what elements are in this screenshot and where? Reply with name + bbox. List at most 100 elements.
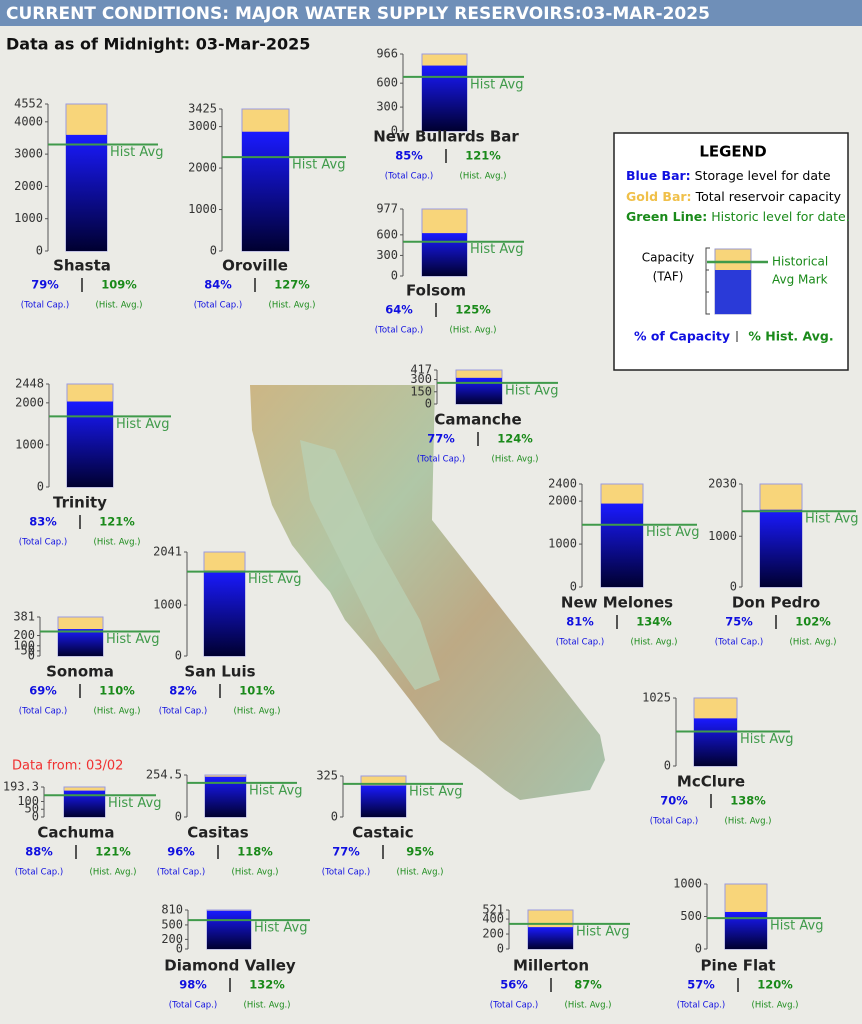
header-bar: [0, 0, 862, 26]
y-tick-label: 0: [32, 810, 39, 824]
capacity-caption: (Total Cap.): [417, 455, 465, 465]
y-tick-label: 300: [376, 100, 398, 114]
legend-mark-label: Historical: [772, 255, 828, 269]
hist-avg-label: Hist Avg: [116, 417, 169, 432]
percent-hist-avg: 132%: [249, 978, 285, 992]
percent-capacity: 84%: [204, 278, 232, 292]
hist-caption: (Hist. Avg.): [450, 326, 497, 336]
legend: LEGEND Blue Bar: Storage level for date G…: [613, 132, 850, 371]
storage-bar: [422, 65, 467, 131]
y-tick-label: 3000: [14, 147, 43, 161]
reservoir-chart: 0 1000 2000 2400 Hist Avg New Melones 81% 134% (…: [548, 477, 699, 648]
percent-capacity: 69%: [29, 684, 57, 698]
capacity-caption: (Total Cap.): [677, 1001, 725, 1011]
percent-hist-avg: 95%: [406, 845, 434, 859]
y-tick-label: 0: [37, 480, 44, 494]
y-tick-label: 300: [410, 372, 432, 386]
header-title: CURRENT CONDITIONS: MAJOR WATER SUPPLY R…: [6, 4, 710, 24]
y-tick-label: 200: [161, 932, 183, 946]
y-tick-label: 1025: [642, 691, 671, 705]
hist-avg-label: Hist Avg: [805, 512, 858, 527]
y-tick-label: 0: [664, 759, 671, 773]
storage-bar: [760, 509, 802, 587]
storage-bar: [66, 134, 107, 251]
storage-bar: [242, 131, 289, 251]
percent-capacity: 83%: [29, 515, 57, 529]
y-tick-label: 417: [410, 363, 432, 377]
percent-capacity: 79%: [31, 278, 59, 292]
percent-capacity: 85%: [395, 149, 423, 163]
y-tick-label: 325: [316, 769, 338, 783]
hist-caption: (Hist. Avg.): [94, 538, 141, 548]
y-tick-label: 2448: [15, 377, 44, 391]
y-tick-label: 150: [410, 384, 432, 398]
y-tick-label: 0: [391, 269, 398, 283]
percent-hist-avg: 134%: [636, 615, 672, 629]
header-subtitle: Data as of Midnight: 03-Mar-2025: [6, 35, 310, 54]
y-tick-label: 0: [175, 810, 182, 824]
storage-bar: [456, 377, 502, 404]
reservoir-name: Cachuma: [37, 824, 114, 842]
y-tick-label: 2000: [14, 179, 43, 193]
percent-hist-avg: 110%: [99, 684, 135, 698]
reservoir-chart: 0 500 1000 Hist Avg Pine Flat 57% 120% (Total C…: [673, 877, 823, 1011]
y-tick-label: 521: [482, 903, 504, 917]
percent-capacity: 77%: [332, 845, 360, 859]
capacity-caption: (Total Cap.): [650, 817, 698, 827]
legend-key: Gold Bar:: [626, 189, 692, 204]
y-tick-label: 977: [376, 202, 398, 216]
percent-capacity: 82%: [169, 684, 197, 698]
percent-capacity: 77%: [427, 432, 455, 446]
y-tick-label: 600: [376, 76, 398, 90]
y-tick-label: 1000: [14, 211, 43, 225]
y-tick-label: 193.3: [3, 780, 39, 794]
capacity-caption: (Total Cap.): [21, 301, 69, 311]
hist-caption: (Hist. Avg.): [460, 172, 507, 182]
legend-icon-axis: [705, 247, 710, 315]
hist-caption: (Hist. Avg.): [790, 638, 837, 648]
y-tick-label: 4552: [14, 97, 43, 111]
reservoir-chart: 0 1000 2000 3000 4000 4552 Hist Avg Shasta 79% 10…: [14, 97, 163, 311]
storage-bar: [422, 233, 467, 276]
reservoir-chart: 0 254.5 Hist Avg Casitas 96% 118% (Total Cap.)…: [146, 768, 303, 878]
y-tick-label: 500: [161, 917, 183, 931]
reservoir-chart: 0 1000 2000 3000 3425 Hist Avg Oroville 84% 127%…: [188, 102, 346, 311]
hist-caption: (Hist. Avg.): [94, 707, 141, 717]
percent-hist-avg: 102%: [795, 615, 831, 629]
y-tick-label: 400: [482, 912, 504, 926]
y-tick-label: 0: [695, 942, 702, 956]
y-tick-label: 0: [176, 942, 183, 956]
y-tick-label: 100: [13, 638, 35, 652]
legend-key: Blue Bar:: [626, 168, 691, 183]
hist-caption: (Hist. Avg.): [90, 868, 137, 878]
hist-caption: (Hist. Avg.): [234, 707, 281, 717]
y-tick-label: 0: [331, 810, 338, 824]
capacity-caption: (Total Cap.): [159, 707, 207, 717]
reservoir-name: Don Pedro: [732, 594, 820, 612]
percent-hist-avg: 101%: [239, 684, 275, 698]
legend-capacity: Capacity: [642, 251, 694, 265]
y-tick-label: 381: [13, 610, 35, 624]
percent-capacity: 64%: [385, 303, 413, 317]
reservoir-name: Oroville: [222, 257, 288, 275]
reservoir-name: Pine Flat: [701, 957, 776, 975]
y-tick-label: 200: [13, 628, 35, 642]
hist-avg-label: Hist Avg: [576, 924, 629, 939]
hist-avg-label: Hist Avg: [110, 145, 163, 160]
capacity-caption: (Total Cap.): [490, 1001, 538, 1011]
percent-capacity: 96%: [167, 845, 195, 859]
legend-text: Total reservoir capacity: [695, 189, 842, 204]
y-tick-label: 50: [25, 802, 39, 816]
y-tick-label: 1000: [548, 537, 577, 551]
percent-hist-avg: 118%: [237, 845, 273, 859]
y-tick-label: 1000: [15, 437, 44, 451]
hist-caption: (Hist. Avg.): [631, 638, 678, 648]
hist-avg-label: Hist Avg: [740, 732, 793, 747]
percent-hist-avg: 121%: [95, 845, 131, 859]
y-tick-label: 0: [497, 942, 504, 956]
data-note: Data from: 03/02: [12, 759, 123, 774]
legend-item: Blue Bar: Storage level for date: [626, 168, 831, 183]
percent-capacity: 88%: [25, 845, 53, 859]
